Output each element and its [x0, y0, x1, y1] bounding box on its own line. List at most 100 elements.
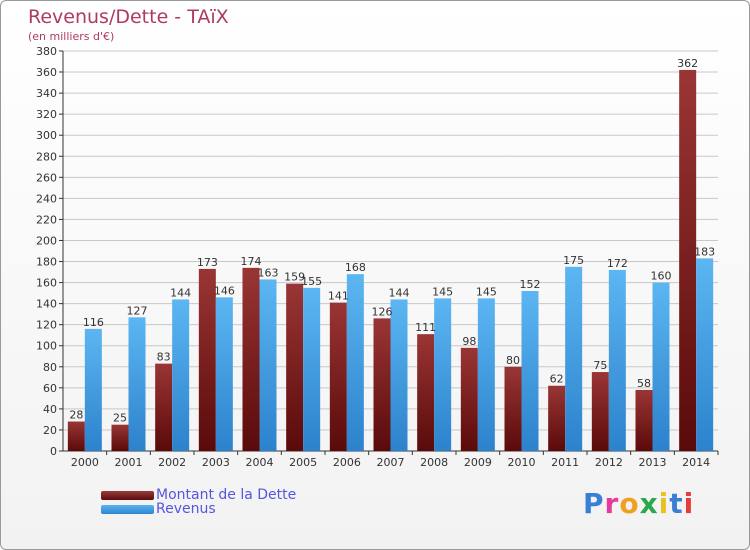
legend-label-debt: Montant de la Dette: [156, 487, 297, 503]
x-tick-label-2007: 2007: [377, 456, 405, 469]
y-tick-label: 320: [36, 108, 57, 121]
x-tick-label-2014: 2014: [682, 456, 710, 469]
data-label-revenue-2009: 145: [476, 285, 497, 298]
bar-debt-2003: [198, 268, 216, 451]
data-label-debt-2003: 173: [197, 256, 218, 269]
logo-letter: x: [639, 487, 659, 520]
y-tick-label: 200: [36, 234, 57, 247]
data-label-debt-2014: 362: [677, 57, 698, 70]
y-tick-label: 120: [36, 319, 57, 332]
bar-revenue-2001: [128, 317, 146, 451]
legend-item-debt: Montant de la Dette: [101, 488, 296, 502]
data-label-debt-2002: 83: [157, 351, 171, 364]
data-label-revenue-2007: 144: [389, 286, 410, 299]
y-tick-label: 360: [36, 66, 57, 79]
y-tick-label: 0: [50, 445, 57, 458]
data-label-revenue-2004: 163: [258, 266, 279, 279]
data-label-revenue-2011: 175: [563, 254, 584, 267]
x-tick-label-2004: 2004: [246, 456, 274, 469]
y-tick-label: 80: [43, 361, 57, 374]
x-tick-label-2000: 2000: [71, 456, 99, 469]
y-tick-label: 40: [43, 403, 57, 416]
bar-revenue-2003: [215, 297, 233, 451]
x-tick-label-2003: 2003: [202, 456, 230, 469]
x-tick-label-2012: 2012: [595, 456, 623, 469]
x-tick-label-2001: 2001: [115, 456, 143, 469]
x-tick-label-2006: 2006: [333, 456, 361, 469]
bar-revenue-2012: [608, 269, 626, 451]
data-label-debt-2010: 80: [506, 354, 520, 367]
chart-subtitle: (en milliers d'€): [28, 30, 115, 43]
bar-revenue-2014: [696, 258, 714, 451]
bar-revenue-2004: [259, 279, 277, 451]
y-tick-label: 180: [36, 256, 57, 269]
legend-swatch-revenue: [101, 504, 154, 514]
data-label-debt-2011: 62: [550, 373, 564, 386]
bar-debt-2005: [286, 283, 304, 451]
x-tick-label-2010: 2010: [508, 456, 536, 469]
data-label-debt-2005: 159: [284, 271, 305, 284]
y-tick-label: 240: [36, 192, 57, 205]
data-label-debt-2001: 25: [113, 412, 127, 425]
y-tick-label: 20: [43, 424, 57, 437]
data-label-debt-2009: 98: [462, 335, 476, 348]
bar-revenue-2005: [303, 287, 321, 451]
bar-revenue-2013: [652, 282, 670, 451]
y-tick-label: 220: [36, 213, 57, 226]
bar-debt-2009: [460, 347, 478, 451]
data-label-revenue-2003: 146: [214, 284, 235, 297]
bar-debt-2000: [67, 421, 85, 451]
data-label-revenue-2013: 160: [651, 270, 672, 283]
x-tick-label-2005: 2005: [289, 456, 317, 469]
bar-debt-2013: [635, 389, 653, 451]
logo-letter: o: [619, 487, 640, 520]
y-tick-label: 60: [43, 382, 57, 395]
bar-debt-2004: [242, 267, 260, 451]
bar-revenue-2009: [477, 298, 495, 451]
data-label-revenue-2010: 152: [520, 278, 541, 291]
bar-debt-2001: [111, 424, 129, 451]
chart-title: Revenus/Dette - TAïX: [28, 6, 229, 28]
data-label-debt-2013: 58: [637, 377, 651, 390]
bar-debt-2011: [548, 385, 566, 451]
data-label-debt-2004: 174: [241, 255, 262, 268]
legend-item-revenue: Revenus: [101, 502, 216, 516]
legend-swatch-debt: [101, 490, 154, 500]
y-tick-label: 300: [36, 129, 57, 142]
bar-revenue-2007: [390, 299, 408, 451]
bar-debt-2008: [417, 334, 435, 451]
logo-letter: i: [683, 487, 695, 520]
y-tick-label: 380: [36, 45, 57, 58]
y-tick-label: 100: [36, 340, 57, 353]
logo-letter: t: [669, 487, 684, 520]
bar-debt-2006: [329, 302, 347, 451]
bar-debt-2007: [373, 318, 391, 451]
x-tick-label-2002: 2002: [158, 456, 186, 469]
bar-revenue-2010: [521, 291, 539, 451]
data-label-revenue-2008: 145: [432, 285, 453, 298]
data-label-revenue-2006: 168: [345, 261, 366, 274]
bar-debt-2002: [155, 363, 173, 451]
data-label-revenue-2002: 144: [170, 286, 191, 299]
proxiti-logo: Proxiti: [583, 487, 694, 520]
y-tick-label: 140: [36, 298, 57, 311]
bars: [67, 69, 714, 452]
x-tick-label-2011: 2011: [551, 456, 579, 469]
bar-debt-2010: [504, 366, 522, 451]
logo-letter: P: [583, 487, 605, 520]
bar-debt-2014: [679, 69, 697, 452]
data-label-debt-2007: 126: [372, 305, 393, 318]
y-tick-label: 280: [36, 150, 57, 163]
data-label-debt-2000: 28: [69, 409, 83, 422]
bar-revenue-2008: [434, 298, 452, 451]
x-tick-label-2013: 2013: [639, 456, 667, 469]
bar-debt-2012: [591, 372, 609, 451]
logo-letter: i: [658, 487, 670, 520]
bar-revenue-2006: [346, 274, 364, 451]
data-label-revenue-2005: 155: [301, 275, 322, 288]
x-tick-label-2008: 2008: [420, 456, 448, 469]
x-tick-label-2009: 2009: [464, 456, 492, 469]
